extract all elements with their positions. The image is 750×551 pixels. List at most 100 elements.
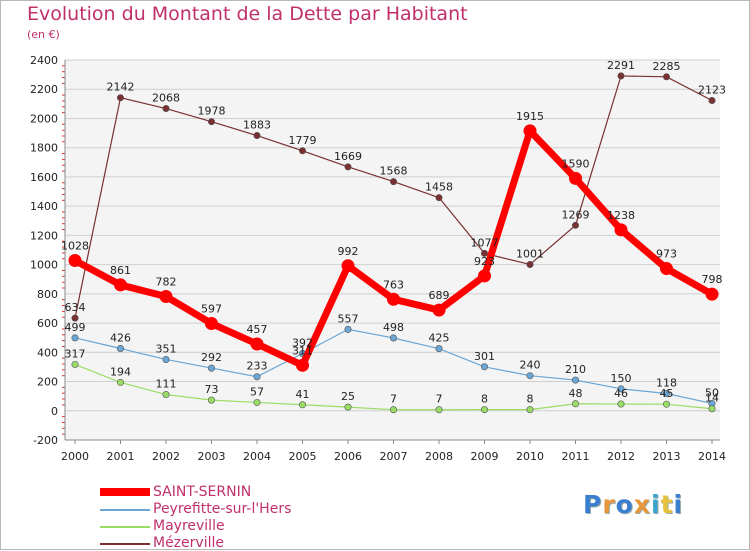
y-tick-label: 2000 [30, 112, 58, 125]
x-tick-label: 2009 [471, 450, 499, 463]
logo-letter: t [660, 490, 674, 519]
data-label: 2285 [653, 60, 681, 73]
data-label: 498 [383, 321, 404, 334]
data-point [253, 132, 261, 140]
y-tick-label: 1600 [30, 171, 58, 184]
series-0 [68, 124, 719, 372]
data-label: 210 [565, 363, 586, 376]
logo-letter: i [651, 490, 661, 519]
x-tick-label: 2004 [243, 450, 271, 463]
x-tick-label: 2013 [653, 450, 681, 463]
data-point [117, 94, 125, 102]
data-point [705, 287, 719, 301]
data-label: 861 [110, 264, 131, 277]
data-point [250, 337, 264, 351]
data-label: 1077 [471, 236, 499, 249]
y-tick-label: 1200 [30, 229, 58, 242]
data-label: 46 [614, 387, 628, 400]
data-label: 1458 [425, 181, 453, 194]
data-point [208, 118, 216, 126]
data-point [344, 403, 352, 411]
data-label: 2142 [107, 81, 135, 94]
data-label: 973 [656, 248, 677, 261]
data-label: 45 [660, 387, 674, 400]
data-point [162, 355, 170, 363]
data-label: 763 [383, 278, 404, 291]
x-tick-label: 2014 [698, 450, 726, 463]
data-point [480, 406, 488, 414]
data-point [71, 360, 79, 368]
y-tick-label: 600 [37, 317, 58, 330]
y-tick-label: 2200 [30, 83, 58, 96]
data-label: 2123 [698, 83, 726, 96]
data-point [571, 221, 579, 229]
data-label: 1238 [607, 209, 635, 222]
data-label: 25 [341, 390, 355, 403]
logo-letter: P [583, 490, 603, 519]
legend-item: Mayreville [100, 519, 360, 534]
data-point [523, 124, 537, 138]
legend-swatch [100, 509, 150, 511]
data-point [480, 363, 488, 371]
data-label: 1028 [61, 240, 89, 253]
data-label: 118 [656, 377, 677, 390]
x-tick-label: 2012 [607, 450, 635, 463]
y-tick-label: 800 [37, 288, 58, 301]
y-tick-label: 1000 [30, 259, 58, 272]
data-point [617, 72, 625, 80]
series-3 [71, 72, 716, 322]
legend-swatch [100, 526, 150, 528]
data-point [708, 405, 716, 413]
data-point [387, 292, 400, 306]
data-label: 2068 [152, 92, 180, 105]
data-point [526, 372, 534, 380]
data-point [389, 178, 397, 186]
data-point [68, 254, 82, 268]
x-tick-label: 2007 [380, 450, 408, 463]
y-tick-label: 1400 [30, 200, 58, 213]
data-label: 111 [156, 378, 177, 391]
legend-label: Peyrefitte-sur-l'Hers [153, 501, 292, 517]
x-tick-label: 2000 [61, 450, 89, 463]
data-label: 1915 [516, 110, 544, 123]
data-label: 1269 [562, 208, 590, 221]
data-point [435, 345, 443, 353]
data-point [480, 249, 488, 257]
legend-label: Mayreville [153, 518, 225, 534]
data-label: 351 [156, 342, 177, 355]
data-point [344, 325, 352, 333]
legend-label: SAINT-SERNIN [153, 484, 252, 500]
legend-swatch [100, 543, 150, 545]
data-label: 1001 [516, 247, 544, 260]
data-label: 557 [338, 312, 359, 325]
legend-item: Peyrefitte-sur-l'Hers [100, 502, 360, 517]
data-label: 923 [474, 255, 495, 268]
data-label: 689 [429, 289, 450, 302]
legend-item: Mézerville [100, 536, 360, 551]
y-tick-label: 0 [51, 405, 58, 418]
data-point [114, 278, 127, 292]
y-tick-label: 2400 [30, 54, 58, 67]
data-point [660, 262, 673, 276]
logo-letter: x [633, 490, 651, 519]
data-label: 73 [205, 383, 219, 396]
data-label: 194 [110, 365, 131, 378]
data-point [253, 373, 261, 381]
data-label: 499 [65, 321, 86, 334]
data-point [296, 358, 309, 372]
data-point [298, 147, 306, 155]
data-label: 41 [296, 388, 310, 401]
data-label: 634 [65, 301, 86, 314]
data-point [571, 376, 579, 384]
legend-label: Mézerville [153, 535, 224, 551]
data-label: 992 [338, 245, 359, 258]
x-tick-label: 2001 [107, 450, 135, 463]
data-point [159, 289, 173, 303]
data-point [662, 73, 670, 81]
logo-letter: r [602, 490, 616, 519]
data-label: 1883 [243, 119, 271, 132]
data-label: 426 [110, 332, 131, 345]
data-label: 7 [390, 393, 397, 406]
data-point [208, 364, 216, 372]
data-point [341, 259, 355, 273]
